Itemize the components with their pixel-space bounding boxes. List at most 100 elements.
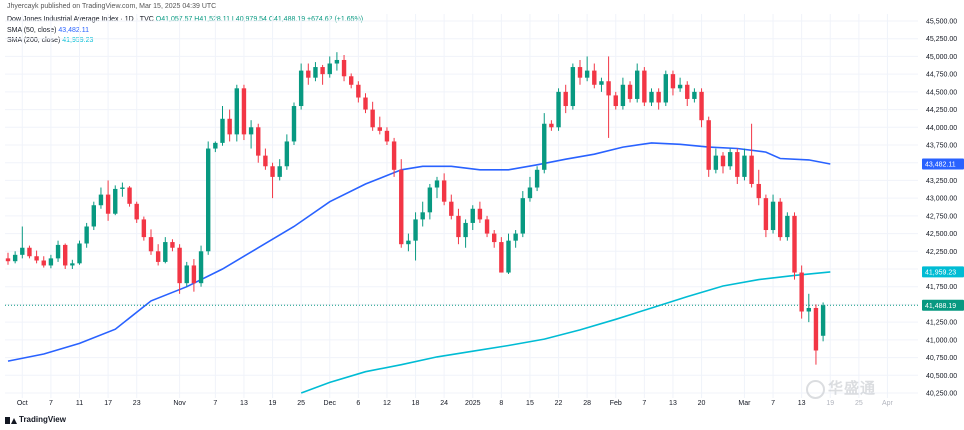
candle-down — [577, 67, 583, 78]
time-tick-label: 22 — [555, 400, 563, 407]
time-tick-label: 8 — [499, 400, 503, 407]
time-tick-label: 20 — [698, 400, 706, 407]
price-tick-label: 40,750.00 — [926, 355, 957, 362]
legend-main[interactable]: Dow Jones Industrial Average Index · 1D … — [7, 16, 363, 23]
candle-down — [27, 247, 32, 257]
candle-up — [120, 187, 125, 189]
candle-up — [213, 142, 218, 149]
sma200-line — [300, 271, 831, 394]
candle-up — [513, 233, 518, 241]
price-tick-label: 45,000.00 — [926, 54, 957, 61]
candle-down — [127, 187, 132, 204]
candle-down — [763, 198, 769, 231]
legend-sma200-label: SMA (200, close) — [7, 37, 61, 44]
candle-down — [399, 169, 404, 245]
candle-down — [549, 123, 554, 128]
price-tick-label: 42,500.00 — [926, 231, 957, 238]
candle-down — [456, 215, 461, 238]
candle-up — [420, 212, 425, 220]
candle-up — [70, 263, 75, 266]
time-tick-label: Oct — [17, 400, 28, 407]
candle-up — [298, 70, 304, 107]
candle-down — [492, 233, 497, 243]
candle-up — [48, 258, 54, 266]
candle-up — [742, 155, 747, 177]
candle-down — [377, 127, 382, 131]
candle-up — [556, 91, 561, 128]
price-tick-label: 43,000.00 — [926, 196, 957, 203]
candle-down — [148, 237, 154, 252]
candle-up — [542, 123, 547, 170]
candle-down — [63, 244, 68, 266]
time-axis: Oct 7 11 17 23 Nov 7 13 19 25 Dec 6 12 18 24 2025 8 15 22 2… — [17, 400, 894, 407]
candle-up — [427, 187, 433, 213]
candle-down — [170, 242, 175, 248]
candle-down — [384, 130, 390, 142]
legend-sma200[interactable]: SMA (200, close) 41,959.23 — [7, 37, 93, 44]
candle-up — [677, 84, 683, 89]
legend-sma50-value: 43,482.11 — [58, 27, 89, 34]
time-tick-label: 13 — [240, 400, 248, 407]
candle-up — [334, 59, 340, 64]
time-tick-label: 13 — [669, 400, 677, 407]
time-tick-label: 12 — [383, 400, 391, 407]
candle-up — [55, 244, 61, 259]
time-tick-label: 7 — [771, 400, 775, 407]
price-tick-label: 40,500.00 — [926, 373, 957, 380]
time-tick-label: Feb — [610, 400, 622, 407]
candle-down — [499, 242, 504, 273]
time-tick-label: 19 — [826, 400, 834, 407]
watermark-logo-icon — [806, 379, 825, 399]
candle-up — [206, 148, 211, 252]
price-tick-label: 43,250.00 — [926, 178, 957, 185]
candle-down — [141, 219, 147, 238]
candle-down — [177, 247, 182, 284]
candle-up — [635, 70, 640, 99]
tradingview-brand[interactable]: TradingView — [5, 415, 66, 424]
sma200-price-tag: 41,959.23 — [925, 269, 956, 276]
price-axis: 40,250.00 40,500.00 40,750.00 41,000.00 41,2… — [922, 19, 964, 398]
candle-down — [441, 180, 447, 202]
watermark-text: 华盛通 — [828, 380, 877, 397]
candle-up — [584, 70, 590, 78]
candle-up — [713, 155, 719, 170]
candle-up — [20, 247, 25, 255]
candle-up — [570, 67, 576, 107]
candle-down — [484, 219, 490, 234]
tradingview-logo-icon — [5, 416, 17, 424]
candle-down — [749, 155, 754, 184]
grid — [5, 14, 918, 398]
candle-up — [12, 254, 18, 262]
time-tick-label: Nov — [173, 400, 186, 407]
time-tick-label: 15 — [526, 400, 534, 407]
legend-sma50[interactable]: SMA (50, close) 43,482.11 — [7, 27, 89, 34]
price-tick-label: 42,750.00 — [926, 213, 957, 220]
price-tick-label: 41,250.00 — [926, 320, 957, 327]
sma200-price-tag-bg — [922, 266, 964, 278]
candle-down — [341, 59, 347, 77]
time-tick-label: 17 — [104, 400, 112, 407]
candle-down — [241, 88, 247, 135]
time-tick-label: 23 — [133, 400, 141, 407]
candle-down — [349, 76, 354, 85]
candle-up — [277, 166, 282, 177]
candle-up — [248, 127, 254, 135]
price-tick-label: 45,500.00 — [926, 19, 957, 26]
time-tick-label: 11 — [76, 400, 83, 407]
candle-down — [606, 81, 611, 96]
last-price-tag: 41,488.19 — [925, 303, 956, 310]
time-tick-label: 24 — [440, 400, 448, 407]
legend-title: Dow Jones Industrial Average Index · 1D … — [7, 16, 154, 23]
last-price-tag-bg — [922, 299, 964, 311]
candle-down — [778, 201, 783, 238]
candle-down — [105, 194, 111, 214]
time-tick-label: 7 — [213, 400, 217, 407]
candle-down — [191, 265, 197, 284]
time-tick-label: 13 — [798, 400, 806, 407]
candle-up — [198, 251, 204, 284]
candle-down — [391, 141, 397, 170]
candle-down — [41, 260, 46, 266]
candle-up — [98, 194, 104, 206]
candle-up — [434, 180, 440, 188]
